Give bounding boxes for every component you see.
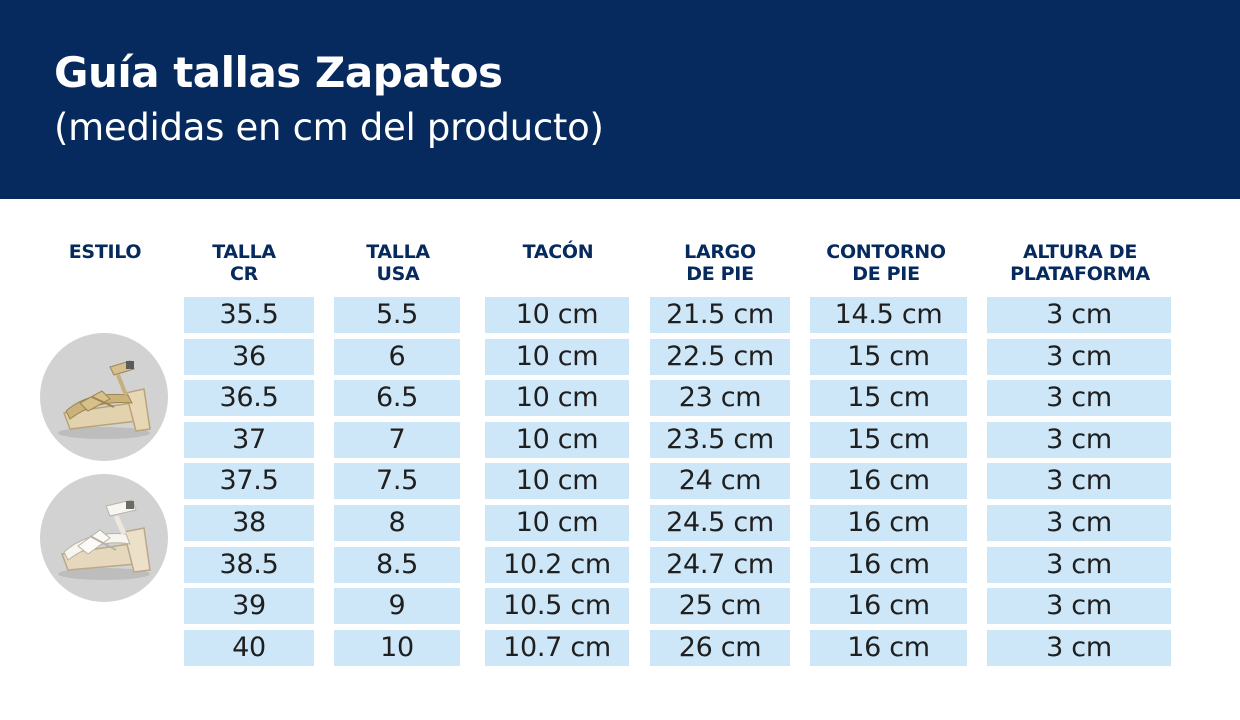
table-cell-platform: 3 cm bbox=[987, 505, 1171, 541]
table-cell-heel: 10 cm bbox=[485, 380, 629, 416]
table-cell-usa: 8.5 bbox=[334, 547, 460, 583]
table-cell-foot-contour: 16 cm bbox=[810, 630, 967, 666]
column-header-style: ESTILO bbox=[62, 241, 148, 263]
table-cell-cr: 36.5 bbox=[184, 380, 314, 416]
column-header-foot-contour-line2: DE PIE bbox=[852, 263, 920, 285]
table-cell-foot-length: 23.5 cm bbox=[650, 422, 790, 458]
gold-platform-sandal-icon bbox=[40, 333, 168, 461]
table-cell-foot-contour: 14.5 cm bbox=[810, 297, 967, 333]
table-cell-platform: 3 cm bbox=[987, 422, 1171, 458]
table-cell-platform: 3 cm bbox=[987, 380, 1171, 416]
white-sandal-drawing bbox=[58, 499, 151, 580]
table-cell-cr: 39 bbox=[184, 588, 314, 624]
column-header-foot-length: LARGO DE PIE bbox=[650, 241, 790, 285]
column-header-foot-contour-line1: CONTORNO bbox=[826, 241, 946, 263]
table-cell-heel: 10 cm bbox=[485, 505, 629, 541]
table-cell-usa: 10 bbox=[334, 630, 460, 666]
table-cell-platform: 3 cm bbox=[987, 297, 1171, 333]
table-cell-cr: 37 bbox=[184, 422, 314, 458]
table-cell-usa: 9 bbox=[334, 588, 460, 624]
page-title: Guía tallas Zapatos bbox=[54, 48, 503, 97]
column-header-foot-length-line2: DE PIE bbox=[686, 263, 754, 285]
table-cell-foot-contour: 16 cm bbox=[810, 505, 967, 541]
table-cell-heel: 10.5 cm bbox=[485, 588, 629, 624]
table-cell-cr: 38.5 bbox=[184, 547, 314, 583]
table-cell-cr: 37.5 bbox=[184, 463, 314, 499]
table-cell-foot-length: 24.7 cm bbox=[650, 547, 790, 583]
column-header-style-line1: ESTILO bbox=[68, 241, 142, 263]
gold-sandal-drawing bbox=[58, 360, 151, 439]
table-cell-usa: 6 bbox=[334, 339, 460, 375]
table-cell-foot-contour: 16 cm bbox=[810, 588, 967, 624]
column-header-usa: TALLA USA bbox=[342, 241, 454, 285]
table-cell-foot-length: 23 cm bbox=[650, 380, 790, 416]
column-header-heel-line1: TACÓN bbox=[522, 241, 594, 263]
column-header-cr: TALLA CR bbox=[188, 241, 300, 285]
table-cell-usa: 7.5 bbox=[334, 463, 460, 499]
table-cell-heel: 10 cm bbox=[485, 463, 629, 499]
table-cell-heel: 10 cm bbox=[485, 422, 629, 458]
column-header-heel: TACÓN bbox=[486, 241, 630, 263]
table-cell-platform: 3 cm bbox=[987, 588, 1171, 624]
table-cell-platform: 3 cm bbox=[987, 547, 1171, 583]
table-cell-foot-length: 26 cm bbox=[650, 630, 790, 666]
column-header-platform-line2: PLATAFORMA bbox=[1010, 263, 1150, 285]
header-banner: Guía tallas Zapatos (medidas en cm del p… bbox=[0, 0, 1240, 199]
table-cell-foot-contour: 16 cm bbox=[810, 463, 967, 499]
column-header-foot-length-line1: LARGO bbox=[684, 241, 756, 263]
table-cell-heel: 10.7 cm bbox=[485, 630, 629, 666]
table-cell-platform: 3 cm bbox=[987, 630, 1171, 666]
column-header-cr-line2: CR bbox=[230, 263, 258, 285]
table-cell-heel: 10 cm bbox=[485, 297, 629, 333]
table-cell-usa: 8 bbox=[334, 505, 460, 541]
table-cell-foot-length: 25 cm bbox=[650, 588, 790, 624]
table-cell-foot-length: 24 cm bbox=[650, 463, 790, 499]
column-header-foot-contour: CONTORNO DE PIE bbox=[806, 241, 966, 285]
table-cell-heel: 10 cm bbox=[485, 339, 629, 375]
table-cell-foot-contour: 16 cm bbox=[810, 547, 967, 583]
column-header-platform-line1: ALTURA DE bbox=[1022, 241, 1138, 263]
table-cell-usa: 7 bbox=[334, 422, 460, 458]
table-cell-foot-length: 22.5 cm bbox=[650, 339, 790, 375]
table-cell-usa: 5.5 bbox=[334, 297, 460, 333]
table-cell-foot-contour: 15 cm bbox=[810, 422, 967, 458]
column-header-platform: ALTURA DE PLATAFORMA bbox=[988, 241, 1172, 285]
table-cell-cr: 40 bbox=[184, 630, 314, 666]
table-cell-foot-length: 24.5 cm bbox=[650, 505, 790, 541]
table-cell-cr: 35.5 bbox=[184, 297, 314, 333]
table-cell-foot-contour: 15 cm bbox=[810, 339, 967, 375]
table-cell-cr: 38 bbox=[184, 505, 314, 541]
column-header-usa-line1: TALLA bbox=[366, 241, 430, 263]
table-cell-foot-length: 21.5 cm bbox=[650, 297, 790, 333]
table-cell-cr: 36 bbox=[184, 339, 314, 375]
table-cell-usa: 6.5 bbox=[334, 380, 460, 416]
column-header-usa-line2: USA bbox=[376, 263, 420, 285]
table-cell-foot-contour: 15 cm bbox=[810, 380, 967, 416]
page-subtitle: (medidas en cm del producto) bbox=[54, 106, 604, 149]
table-cell-platform: 3 cm bbox=[987, 463, 1171, 499]
table-cell-heel: 10.2 cm bbox=[485, 547, 629, 583]
white-platform-sandal-icon bbox=[40, 474, 168, 602]
table-cell-platform: 3 cm bbox=[987, 339, 1171, 375]
column-header-cr-line1: TALLA bbox=[212, 241, 276, 263]
